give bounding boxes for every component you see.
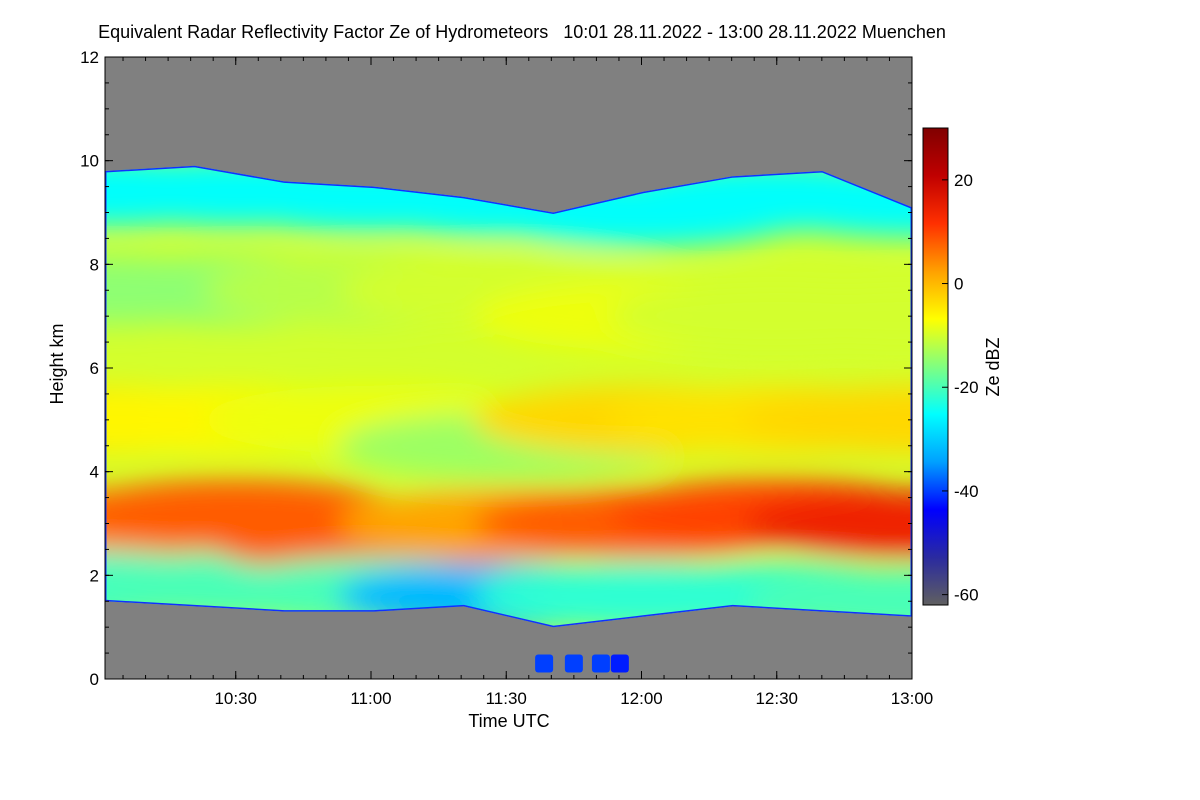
cloud-edge	[105, 165, 912, 628]
x-tick-label: 12:00	[620, 689, 663, 708]
y-tick-label: 8	[90, 255, 99, 274]
colorbar-tick-label: 20	[954, 171, 973, 190]
y-tick-label: 0	[90, 670, 99, 689]
y-tick-label: 2	[90, 566, 99, 585]
x-tick-label: 11:00	[350, 689, 391, 708]
y-tick-label: 10	[80, 152, 99, 171]
cloud-field	[105, 165, 912, 628]
x-tick-label: 11:30	[486, 689, 527, 708]
y-tick-label: 12	[80, 48, 99, 67]
x-axis-label: Time UTC	[468, 711, 549, 731]
reflectivity-cell	[743, 489, 912, 558]
x-tick-label: 13:00	[891, 689, 934, 708]
x-tick-label: 10:30	[214, 689, 257, 708]
colorbar-gradient	[922, 127, 949, 606]
colorbar-tick-label: -60	[954, 586, 979, 605]
surface-echo	[591, 654, 610, 673]
y-tick-label: 4	[90, 463, 99, 482]
plot-area	[105, 57, 912, 679]
x-tick-label: 12:30	[755, 689, 798, 708]
axes: 0 2 4 6 8 10 12 10:30 11:00 11:30 12:00 12:30 13:00	[80, 48, 933, 708]
surface-echo	[610, 654, 629, 673]
reflectivity-cell	[743, 385, 912, 454]
chart-title: Equivalent Radar Reflectivity Factor Ze …	[98, 22, 946, 42]
colorbar-tick-label: -40	[954, 482, 979, 501]
colorbar-tick-label: -20	[954, 378, 979, 397]
colorbar-label: Ze dBZ	[983, 337, 1003, 396]
colorbar: 20 0 -20 -40 -60	[922, 127, 979, 606]
y-tick-label: 6	[90, 359, 99, 378]
reflectivity-cell	[743, 282, 912, 351]
colorbar-tick-label: 0	[954, 275, 963, 294]
y-axis-label: Height km	[47, 323, 67, 404]
reflectivity-cell	[743, 168, 912, 237]
surface-echo	[535, 654, 554, 673]
surface-echo	[564, 654, 583, 673]
